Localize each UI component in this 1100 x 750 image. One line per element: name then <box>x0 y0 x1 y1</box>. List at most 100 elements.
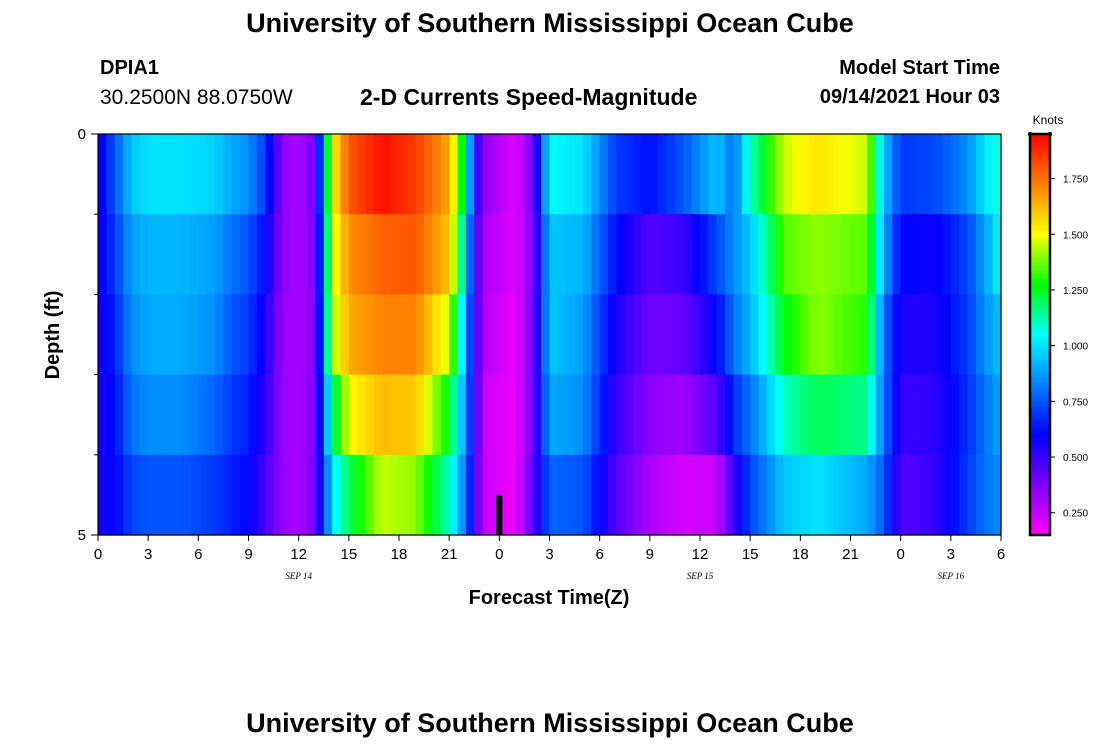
heatmap-cell <box>883 454 893 536</box>
heatmap-cell <box>139 214 149 295</box>
colorbar-tick-label: 1.750 <box>1063 175 1088 186</box>
heatmap-cell <box>465 374 475 456</box>
heatmap-cell <box>440 134 450 215</box>
heatmap-cell <box>273 134 283 215</box>
heatmap-cell <box>541 214 551 295</box>
x-tick-label: 21 <box>441 546 458 563</box>
heatmap-cell <box>758 134 768 215</box>
heatmap-cell <box>407 374 417 456</box>
heatmap-cell <box>365 454 375 536</box>
heatmap-cell <box>800 214 810 295</box>
heatmap-cell <box>950 294 960 376</box>
heatmap-cell <box>917 454 927 536</box>
heatmap-cell <box>164 374 174 456</box>
heatmap-cell <box>265 134 275 215</box>
date-label: SEP 14 <box>285 571 312 581</box>
heatmap-cell <box>934 214 944 295</box>
heatmap-cell <box>248 134 258 215</box>
heatmap-cells <box>98 134 1002 536</box>
colorbar-tick-label: 1.000 <box>1063 342 1088 353</box>
heatmap-cell <box>206 294 216 376</box>
heatmap-cell <box>950 214 960 295</box>
heatmap-cell <box>499 134 509 215</box>
heatmap-cell <box>173 454 183 536</box>
heatmap-cell <box>156 454 166 536</box>
heatmap-cell <box>215 454 225 536</box>
chart-title: 2-D Currents Speed-Magnitude <box>360 84 698 110</box>
heatmap-cell <box>766 294 776 376</box>
heatmap-cell <box>900 214 910 295</box>
heatmap-cell <box>407 214 417 295</box>
heatmap-cell <box>424 134 434 215</box>
heatmap-cell <box>850 454 860 536</box>
heatmap-cell <box>516 454 526 536</box>
heatmap-cell <box>499 294 509 376</box>
heatmap-cell <box>867 454 877 536</box>
heatmap-cell <box>482 374 492 456</box>
heatmap-cell <box>741 134 751 215</box>
heatmap-cell <box>181 214 191 295</box>
heatmap-cell <box>616 294 626 376</box>
heatmap-cell <box>474 454 484 536</box>
heatmap-cell <box>465 134 475 215</box>
heatmap-cell <box>808 214 818 295</box>
heatmap-cell <box>750 214 760 295</box>
heatmap-cell <box>566 214 576 295</box>
heatmap-cell <box>549 454 559 536</box>
heatmap-cell <box>524 454 534 536</box>
heatmap-cell <box>791 214 801 295</box>
heatmap-cell <box>457 374 467 456</box>
heatmap-cell <box>658 214 668 295</box>
heatmap-cell <box>424 374 434 456</box>
heatmap-cell <box>875 294 885 376</box>
heatmap-cell <box>148 374 158 456</box>
colorbar: 0.250 0.500 0.750 1.000 1.250 1.500 1.750 <box>1028 132 1088 537</box>
heatmap-cell <box>858 374 868 456</box>
heatmap-cell <box>215 374 225 456</box>
heatmap-cell <box>725 134 735 215</box>
heatmap-cell <box>950 374 960 456</box>
heatmap-cell <box>231 214 241 295</box>
heatmap-cell <box>750 134 760 215</box>
heatmap-cell <box>766 214 776 295</box>
x-tick-label: 9 <box>646 546 654 563</box>
heatmap-cell <box>399 294 408 376</box>
heatmap-cell <box>716 134 726 215</box>
heatmap-cell <box>700 134 709 215</box>
heatmap-cell <box>666 374 676 456</box>
heatmap-cell <box>700 294 709 376</box>
heatmap-cell <box>189 294 199 376</box>
heatmap-cell <box>315 454 325 536</box>
heatmap-cell <box>708 214 718 295</box>
x-tick-label: 18 <box>792 546 809 563</box>
heatmap-cell <box>557 454 567 536</box>
heatmap-cell <box>131 374 141 456</box>
heatmap-cell <box>900 294 910 376</box>
heatmap-cell <box>975 294 985 376</box>
heatmap-cell <box>624 374 634 456</box>
heatmap-cell <box>173 214 183 295</box>
heatmap-cell <box>164 214 174 295</box>
heatmap-cell <box>833 374 843 456</box>
heatmap-cell <box>783 374 793 456</box>
heatmap-cell <box>741 454 751 536</box>
heatmap-cell <box>649 294 659 376</box>
heatmap-cell <box>240 374 250 456</box>
heatmap-cell <box>984 454 994 536</box>
heatmap-cell <box>892 454 902 536</box>
heatmap-cell <box>482 134 492 215</box>
heatmap-cell <box>541 454 551 536</box>
heatmap-cell <box>307 214 316 295</box>
heatmap-cell <box>925 134 935 215</box>
heatmap-cell <box>507 454 517 536</box>
heatmap-cell <box>248 294 258 376</box>
heatmap-cell <box>231 134 241 215</box>
heatmap-cell <box>499 454 509 536</box>
heatmap-cell <box>666 214 676 295</box>
heatmap-cell <box>741 374 751 456</box>
heatmap-cell <box>482 214 492 295</box>
heatmap-cell <box>189 374 199 456</box>
heatmap-cell <box>557 214 567 295</box>
heatmap-cell <box>231 374 241 456</box>
heatmap-cell <box>683 134 693 215</box>
